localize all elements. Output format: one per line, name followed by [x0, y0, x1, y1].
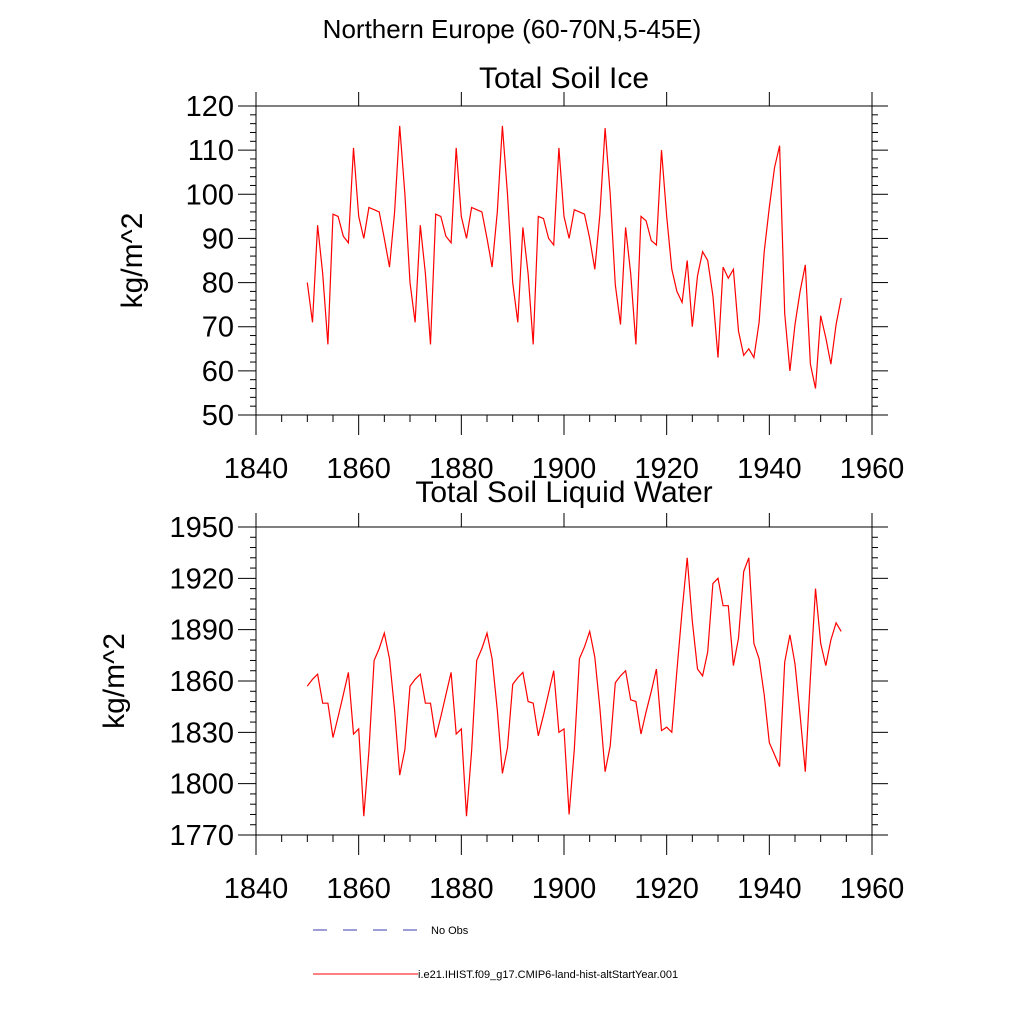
- y-axis-label: kg/m^2: [98, 633, 131, 729]
- y-tick-label: 1920: [169, 563, 234, 595]
- x-tick-label: 1840: [224, 873, 289, 905]
- y-tick-label: 90: [202, 223, 234, 255]
- x-tick-label: 1920: [634, 873, 699, 905]
- panel-total-soil-liquid-water: Total Soil Liquid Water 1840 1860 1880 1900 1…: [98, 476, 904, 905]
- y-tick-label: 50: [202, 400, 234, 432]
- y-tick-label: 120: [186, 91, 234, 123]
- panel-title: Total Soil Liquid Water: [415, 476, 712, 509]
- x-tick-label: 1860: [326, 453, 391, 485]
- y-tick-label: 1800: [169, 769, 234, 801]
- x-tick-label: 1900: [532, 873, 597, 905]
- x-tick-label: 1860: [326, 873, 391, 905]
- panel-title: Total Soil Ice: [479, 62, 649, 95]
- legend-label-obs: No Obs: [431, 925, 469, 937]
- panel-total-soil-ice: Total Soil Ice 1840 1860 1880 1900 1920 1940 19…: [116, 62, 904, 485]
- y-tick-label: 1830: [169, 717, 234, 749]
- y-axis-label: kg/m^2: [116, 213, 149, 309]
- y-tick-label: 70: [202, 312, 234, 344]
- x-tick-label: 1960: [840, 453, 905, 485]
- series-line: [306, 125, 842, 389]
- series-line: [306, 557, 842, 817]
- x-tick-label: 1900: [532, 453, 597, 485]
- y-tick-label: 1890: [169, 615, 234, 647]
- x-tick-label: 1960: [840, 873, 905, 905]
- plot-frame: [255, 526, 873, 836]
- x-tick-label: 1940: [737, 453, 802, 485]
- x-tick-label: 1920: [634, 453, 699, 485]
- legend-label-model: i.e21.IHIST.f09_g17.CMIP6-land-hist-altS…: [418, 969, 678, 981]
- x-tick-label: 1880: [429, 873, 494, 905]
- legend: No Obs i.e21.IHIST.f09_g17.CMIP6-land-his…: [313, 925, 678, 981]
- y-tick-label: 100: [186, 179, 234, 211]
- x-tick-label: 1880: [429, 453, 494, 485]
- y-tick-label: 110: [188, 135, 234, 167]
- x-tick-label: 1840: [224, 453, 289, 485]
- y-tick-label: 60: [202, 356, 234, 388]
- x-tick-label: 1940: [737, 873, 802, 905]
- y-tick-label: 1950: [169, 512, 234, 544]
- y-tick-label: 80: [202, 268, 234, 300]
- y-tick-label: 1770: [169, 820, 234, 852]
- figure-title: Northern Europe (60-70N,5-45E): [322, 14, 702, 44]
- y-tick-label: 1860: [169, 666, 234, 698]
